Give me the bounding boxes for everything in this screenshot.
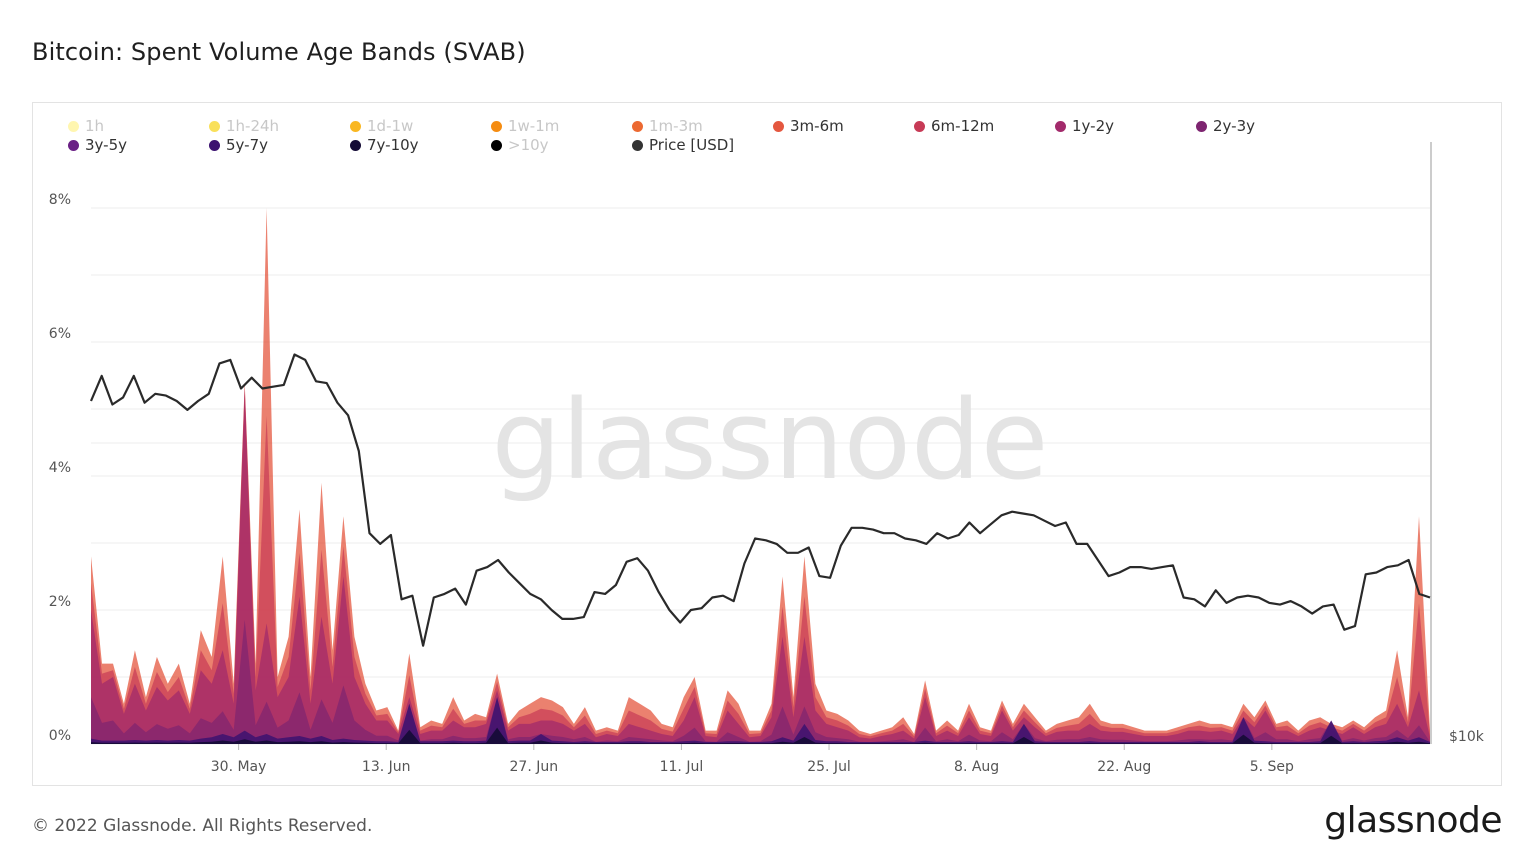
legend-item-3m-6m[interactable]: 3m-6m xyxy=(773,117,844,135)
legend-item-1m-3m[interactable]: 1m-3m xyxy=(632,117,703,135)
legend-item-2y-3y[interactable]: 2y-3y xyxy=(1196,117,1255,135)
legend-dot xyxy=(209,120,220,132)
legend-label: 1d-1w xyxy=(367,117,414,135)
x-tick-label: 5. Sep xyxy=(1250,759,1294,775)
legend-item-1w-1m[interactable]: 1w-1m xyxy=(491,117,559,135)
legend-label: 1h-24h xyxy=(226,117,280,135)
legend-item-1y-2y[interactable]: 1y-2y xyxy=(1055,117,1114,135)
legend-item-1h[interactable]: 1h xyxy=(68,117,104,135)
legend-label: 3y-5y xyxy=(85,136,127,154)
legend-label: 2y-3y xyxy=(1213,117,1255,135)
legend-dot xyxy=(68,120,79,132)
legend-label: 1m-3m xyxy=(649,117,703,135)
legend-label: 6m-12m xyxy=(931,117,995,135)
legend-dot xyxy=(632,120,643,132)
x-tick-label: 8. Aug xyxy=(954,759,999,775)
legend-item-5y-7y[interactable]: 5y-7y xyxy=(209,136,268,154)
y-tick-label: 4% xyxy=(49,460,71,476)
legend-label: Price [USD] xyxy=(649,136,735,154)
y-tick-label: 2% xyxy=(49,594,71,610)
legend-label: 1h xyxy=(85,117,105,135)
legend-dot xyxy=(773,120,784,132)
x-tick-label: 11. Jul xyxy=(660,759,704,775)
legend-item-1h-24h[interactable]: 1h-24h xyxy=(209,117,279,135)
y-tick-label: 6% xyxy=(49,326,71,342)
legend-dot xyxy=(1055,120,1066,132)
legend-dot xyxy=(491,139,502,151)
price-line xyxy=(89,353,1431,647)
legend-dot xyxy=(350,120,361,132)
legend-dot xyxy=(68,139,79,151)
watermark: glassnode xyxy=(492,376,1049,504)
x-tick-label: 27. Jun xyxy=(510,759,559,775)
legend-dot xyxy=(209,139,220,151)
area-7y-10y xyxy=(91,727,1430,744)
area-5y-7y xyxy=(91,697,1430,744)
x-tick-label: 22. Aug xyxy=(1097,759,1151,775)
legend-dot xyxy=(1196,120,1207,132)
x-tick-label: 30. May xyxy=(211,759,267,775)
x-tick-label: 13. Jun xyxy=(362,759,411,775)
legend-item-3y-5y[interactable]: 3y-5y xyxy=(68,136,127,154)
legend-dot xyxy=(491,120,502,132)
copyright-footer: © 2022 Glassnode. All Rights Reserved. xyxy=(32,816,373,836)
legend-label: 7y-10y xyxy=(367,136,419,154)
glassnode-logo: glassnode xyxy=(1324,800,1502,841)
legend-item-6m-12m[interactable]: 6m-12m xyxy=(914,117,994,135)
y-tick-label: 8% xyxy=(49,192,71,208)
legend-item-price-usd-[interactable]: Price [USD] xyxy=(632,136,734,154)
legend-label: >10y xyxy=(508,136,549,154)
legend-item-1d-1w[interactable]: 1d-1w xyxy=(350,117,413,135)
page-title: Bitcoin: Spent Volume Age Bands (SVAB) xyxy=(32,38,526,66)
legend-dot xyxy=(914,120,925,132)
legend-label: 1w-1m xyxy=(508,117,560,135)
legend-item-7y-10y[interactable]: 7y-10y xyxy=(350,136,419,154)
area-1y-2y xyxy=(91,388,1430,744)
chart-panel xyxy=(32,102,1502,786)
y-right-tick-label: $10k xyxy=(1449,729,1485,745)
legend-label: 5y-7y xyxy=(226,136,268,154)
legend-label: 3m-6m xyxy=(790,117,844,135)
legend-item--10y[interactable]: >10y xyxy=(491,136,549,154)
y-tick-label: 0% xyxy=(49,728,71,744)
legend-label: 1y-2y xyxy=(1072,117,1114,135)
area-2y-3y xyxy=(91,619,1430,744)
legend-dot xyxy=(632,139,643,151)
legend-dot xyxy=(350,139,361,151)
x-tick-label: 25. Jul xyxy=(807,759,851,775)
